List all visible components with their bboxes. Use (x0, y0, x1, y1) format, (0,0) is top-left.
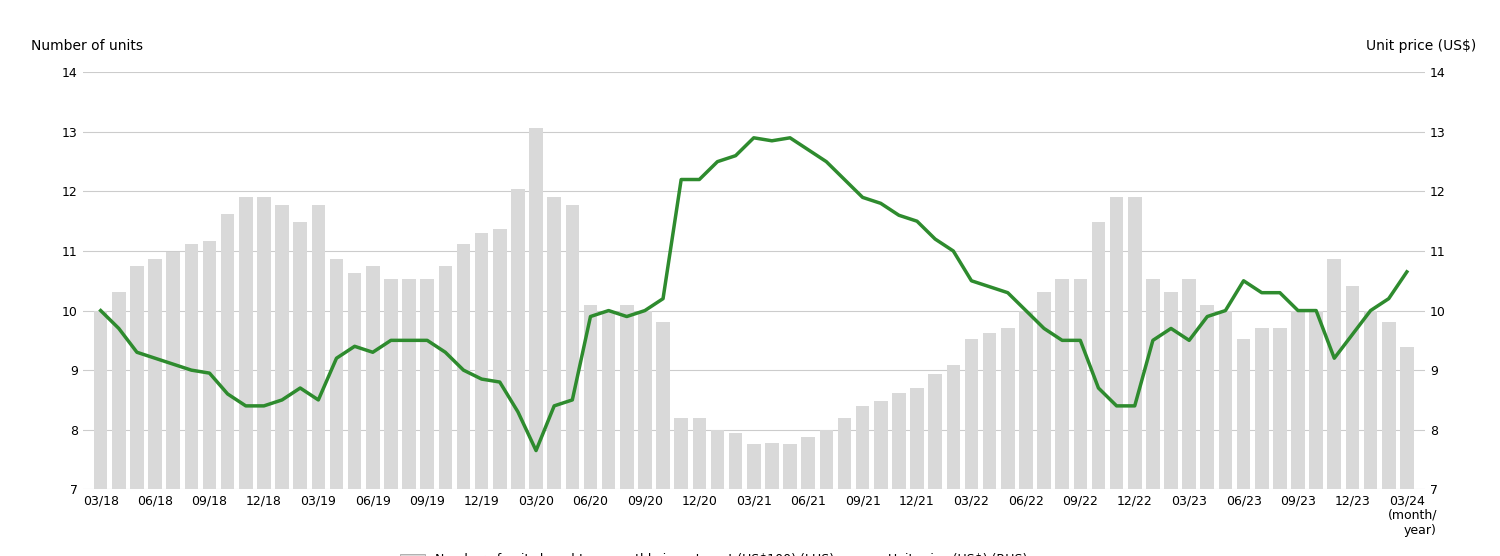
Bar (602, 311, 615, 556)
Bar (946, 365, 960, 556)
Bar (1256, 328, 1269, 556)
Bar (1292, 311, 1305, 556)
Bar (238, 197, 252, 556)
Text: Number of units: Number of units (32, 39, 144, 53)
Bar (1200, 305, 1214, 556)
Bar (494, 229, 507, 556)
Bar (1000, 328, 1014, 556)
Bar (783, 444, 796, 556)
Bar (566, 205, 579, 556)
Bar (512, 188, 525, 556)
Bar (1128, 197, 1142, 556)
Bar (402, 279, 416, 556)
Bar (294, 221, 307, 556)
Bar (801, 437, 814, 556)
Bar (148, 259, 162, 556)
Bar (1146, 279, 1160, 556)
Bar (202, 241, 216, 556)
Bar (548, 197, 561, 556)
Bar (276, 205, 290, 556)
Bar (1164, 292, 1178, 556)
Bar (584, 305, 597, 556)
Bar (910, 388, 924, 556)
Bar (366, 266, 380, 556)
Bar (1092, 221, 1106, 556)
Bar (1274, 328, 1287, 556)
Bar (711, 430, 724, 556)
Bar (530, 127, 543, 556)
Bar (1238, 339, 1251, 556)
Bar (348, 272, 361, 556)
Bar (330, 259, 344, 556)
Bar (438, 266, 452, 556)
Bar (1110, 197, 1124, 556)
Bar (964, 339, 978, 556)
Bar (256, 197, 270, 556)
Bar (1218, 311, 1231, 556)
Bar (166, 252, 180, 556)
Bar (856, 406, 870, 556)
Bar (1182, 279, 1196, 556)
Bar (1400, 347, 1413, 556)
Bar (312, 205, 326, 556)
Bar (982, 334, 996, 556)
Bar (420, 279, 434, 556)
Bar (476, 233, 489, 556)
Bar (130, 266, 144, 556)
Bar (675, 418, 688, 556)
Bar (1382, 322, 1395, 556)
Bar (1074, 279, 1088, 556)
Bar (693, 418, 706, 556)
Bar (384, 279, 398, 556)
Legend: Number of units bought on monthly investment (US$100) (LHS), Unit price (US$) (R: Number of units bought on monthly invest… (400, 553, 1028, 556)
Bar (874, 401, 888, 556)
Text: Unit price (US$): Unit price (US$) (1366, 39, 1476, 53)
Bar (220, 214, 234, 556)
Bar (729, 434, 742, 556)
Bar (184, 245, 198, 556)
Bar (1346, 286, 1359, 556)
Bar (837, 418, 852, 556)
Bar (1328, 259, 1341, 556)
Bar (928, 374, 942, 556)
Bar (1036, 292, 1052, 556)
Bar (1310, 311, 1323, 556)
Bar (112, 292, 126, 556)
Bar (656, 322, 670, 556)
Bar (747, 444, 760, 556)
Bar (1056, 279, 1070, 556)
Bar (94, 311, 108, 556)
Bar (1364, 311, 1377, 556)
Bar (1019, 311, 1032, 556)
Bar (638, 311, 651, 556)
Text: (month/
year): (month/ year) (1388, 509, 1437, 537)
Bar (620, 305, 633, 556)
Bar (765, 443, 778, 556)
Bar (456, 245, 471, 556)
Bar (892, 393, 906, 556)
Bar (819, 430, 833, 556)
